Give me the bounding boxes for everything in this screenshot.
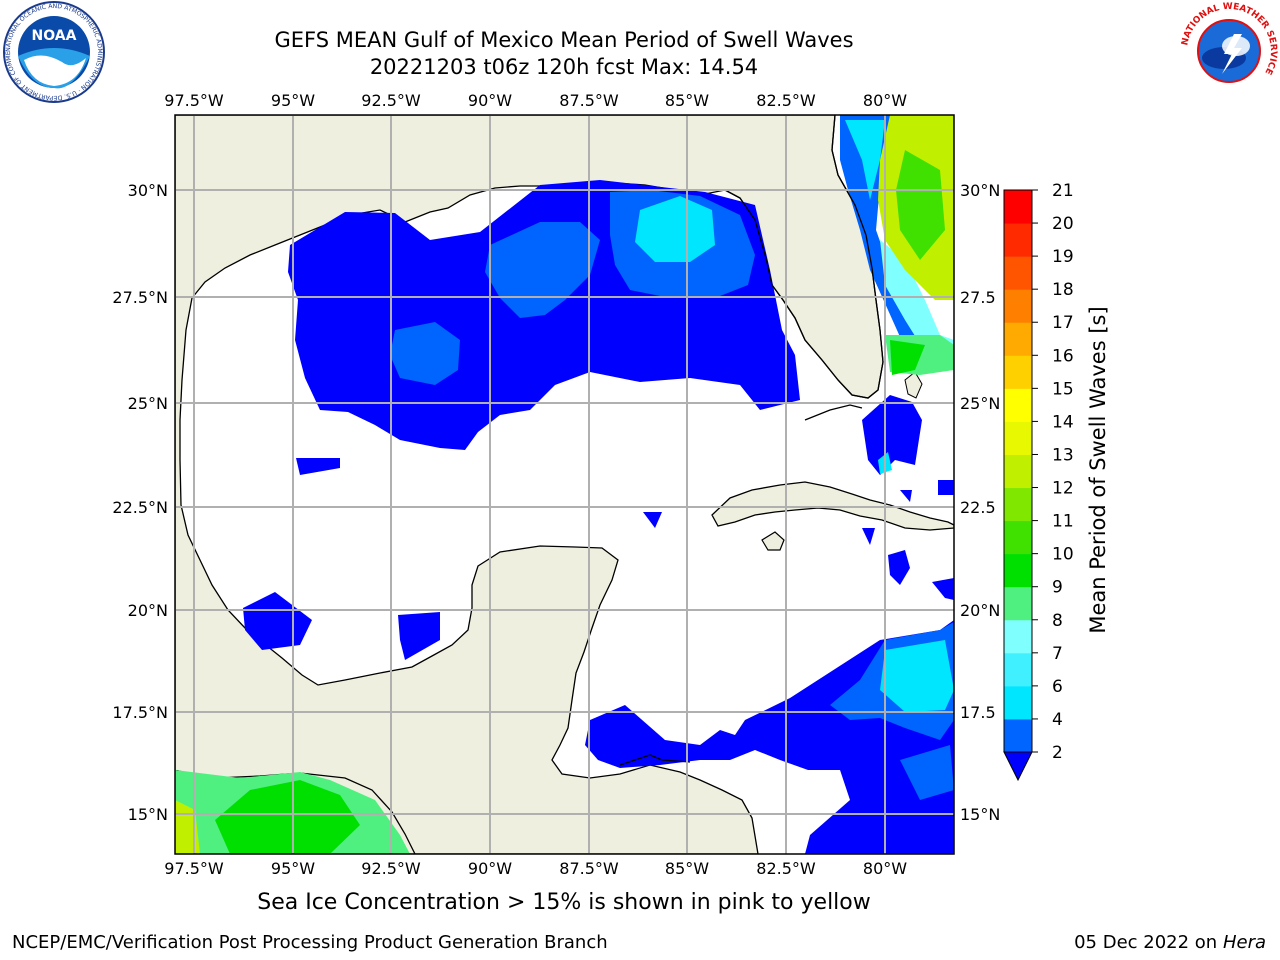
lon-tick-bottom: 90°W: [468, 859, 512, 878]
noaa-logo: NATIONAL OCEANIC AND ATMOSPHERIC ADMINIS…: [2, 0, 105, 103]
colorbar-tick-label: 10: [1052, 545, 1074, 565]
lon-tick-bottom: 85°W: [665, 859, 709, 878]
colorbar-segment: [1004, 718, 1032, 753]
colorbar-tick-label: 14: [1052, 412, 1074, 432]
colorbar-tick-label: 17: [1052, 313, 1074, 333]
lat-tick-left: 20°N: [128, 601, 168, 620]
colorbar-tick-label: 12: [1052, 479, 1074, 499]
colorbar-segment: [1004, 454, 1032, 489]
colorbar-tick-label: 9: [1052, 578, 1063, 598]
footer-org: NCEP/EMC/Verification Post Processing Pr…: [12, 932, 608, 953]
lat-tick-right: 20°N: [960, 601, 1000, 620]
footer-host: Hera: [1222, 932, 1266, 953]
colorbar-segment: [1004, 256, 1032, 290]
colorbar-tick-label: 20: [1052, 214, 1074, 234]
map-grid: [175, 115, 954, 854]
lon-tick-bottom: 82.5°W: [756, 859, 816, 878]
swell-light-cyan: [880, 240, 954, 360]
lon-tick-top: 90°W: [468, 91, 512, 110]
lon-tick-top: 92.5°W: [361, 91, 421, 110]
colorbar-segment: [1004, 421, 1032, 455]
chart-subtitle: 20221203 t06z 120h fcst Max: 14.54: [369, 55, 759, 79]
lat-tick-left: 22.5°N: [112, 498, 168, 517]
lat-tick-left: 27.5°N: [112, 288, 168, 307]
lon-tick-top: 82.5°W: [756, 91, 816, 110]
colorbar-tick-label: 6: [1052, 677, 1063, 697]
footer-date: 05 Dec 2022 on Hera: [1074, 932, 1266, 953]
lon-tick-top: 97.5°W: [164, 91, 224, 110]
lat-tick-right: 22.5: [960, 498, 996, 517]
lat-tick-right: 15°N: [960, 805, 1000, 824]
colorbar-segment: [1004, 520, 1032, 555]
lon-tick-bottom: 80°W: [863, 859, 907, 878]
colorbar-frame: [1003, 189, 1033, 753]
colorbar-tick-label: 15: [1052, 379, 1074, 399]
lat-tick-left: 25°N: [128, 394, 168, 413]
lat-tick-left: 17.5°N: [112, 703, 168, 722]
colorbar-segment: [1004, 190, 1032, 224]
colorbar-segment: [1004, 487, 1032, 522]
colorbar-segment: [1004, 586, 1032, 621]
nws-logo: NATIONAL WEATHER SERVICE: [1180, 2, 1278, 100]
lon-tick-bottom: 87.5°W: [559, 859, 619, 878]
colorbar-tick-label: 11: [1052, 512, 1074, 532]
colorbar-segment: [1004, 652, 1032, 687]
lat-tick-right: 30°N: [960, 181, 1000, 200]
lon-tick-top: 87.5°W: [559, 91, 619, 110]
colorbar-tick-label: 2: [1052, 743, 1063, 763]
footer-date-text: 05 Dec 2022 on: [1074, 932, 1218, 953]
colorbar-segment: [1004, 553, 1032, 588]
lat-tick-right: 25°N: [960, 394, 1000, 413]
chart-title: GEFS MEAN Gulf of Mexico Mean Period of …: [274, 28, 854, 52]
noaa-logo-text: NOAA: [32, 28, 77, 44]
colorbar-tick-label: 8: [1052, 611, 1063, 631]
lat-tick-left: 15°N: [128, 805, 168, 824]
lat-tick-left: 30°N: [128, 181, 168, 200]
colorbar-segment: [1004, 355, 1032, 389]
lon-tick-top: 80°W: [863, 91, 907, 110]
land-isla-juventud: [761, 531, 785, 551]
colorbar-tick-label: 19: [1052, 247, 1074, 267]
colorbar-tick-label: 4: [1052, 710, 1063, 730]
colorbar-segment: [1004, 322, 1032, 356]
sea-ice-caption: Sea Ice Concentration > 15% is shown in …: [257, 890, 871, 915]
lat-tick-right: 27.5: [960, 288, 996, 307]
colorbar-label: Mean Period of Swell Waves [s]: [1086, 306, 1110, 633]
swell-cyan: [635, 120, 954, 712]
colorbar-segment: [1004, 223, 1032, 257]
colorbar-segment: [1004, 685, 1032, 720]
colorbar-extend-low: [1003, 751, 1033, 782]
colorbar-tick-label: 18: [1052, 280, 1074, 300]
lon-tick-bottom: 92.5°W: [361, 859, 421, 878]
colorbar-tick-label: 13: [1052, 445, 1074, 465]
lon-tick-bottom: 95°W: [271, 859, 315, 878]
coast-lines: [619, 115, 884, 766]
colorbar-tick-label: 7: [1052, 644, 1063, 664]
lon-tick-top: 95°W: [271, 91, 315, 110]
colorbar-tick-label: 16: [1052, 346, 1074, 366]
colorbar-tick-label: 21: [1052, 181, 1074, 201]
colorbar-segment: [1004, 388, 1032, 422]
swell-green-inner: [896, 150, 945, 260]
lon-tick-top: 85°W: [665, 91, 709, 110]
colorbar-segment: [1004, 289, 1032, 323]
colorbar: 2 4 6 7 8 9 10 11 12 13 14 15 16 17 18 19 20 21: [1003, 181, 1074, 782]
lat-tick-right: 17.5: [960, 703, 996, 722]
lon-tick-bottom: 97.5°W: [164, 859, 224, 878]
swell-bright-green: [215, 340, 925, 854]
colorbar-segment: [1004, 619, 1032, 654]
map-frame: [174, 114, 955, 855]
